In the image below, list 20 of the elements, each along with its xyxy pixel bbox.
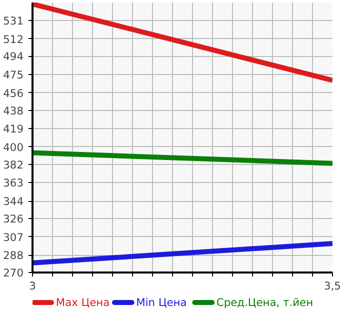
- y-tick-label: 419: [3, 122, 24, 136]
- y-tick-label: 363: [3, 176, 24, 190]
- y-tick-label: 531: [3, 14, 24, 28]
- y-tick-label: 438: [3, 104, 24, 118]
- legend-label: Min Цена: [136, 296, 187, 309]
- y-tick-label: 494: [3, 50, 24, 64]
- x-tick-label: 3: [29, 280, 36, 292]
- y-tick-label: 326: [3, 212, 24, 226]
- y-tick-label: 400: [3, 140, 24, 154]
- y-tick-label: 344: [3, 195, 24, 208]
- y-tick-label: 307: [3, 230, 24, 244]
- legend-label: Max Цена: [56, 296, 110, 309]
- x-tick-label: 3,5: [324, 280, 341, 292]
- y-tick-label: 288: [3, 249, 24, 262]
- y-tick-label: 270: [3, 266, 24, 280]
- y-tick-label: 475: [3, 68, 24, 82]
- y-tick-label: 382: [3, 158, 24, 172]
- legend-label: Сред.Цена, т.йен: [216, 296, 314, 309]
- y-tick-label: 456: [3, 86, 24, 100]
- y-tick-label: 512: [3, 32, 24, 46]
